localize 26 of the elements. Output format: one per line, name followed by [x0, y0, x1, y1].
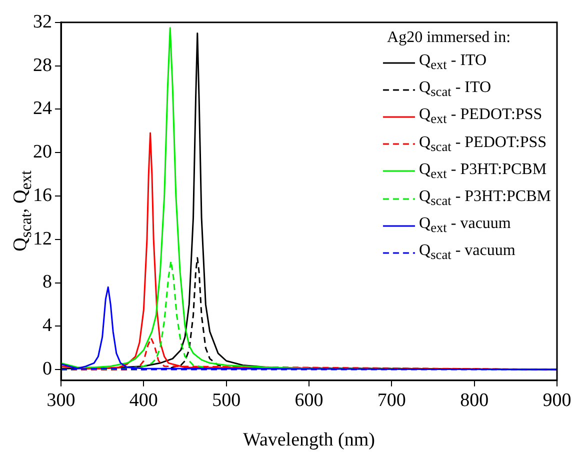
- y-tick-label: 28: [33, 54, 52, 76]
- y-tick-label: 32: [33, 11, 52, 32]
- y-tick-label: 4: [42, 315, 52, 336]
- y-tick-label: 24: [33, 98, 52, 120]
- legend-label: Q$_{scat}$ - PEDOT:PSS: [419, 132, 547, 156]
- x-axis-title: Wavelength (nm): [243, 430, 375, 451]
- x-tick-label: 300: [46, 390, 76, 411]
- legend-label: Q$_{scat}$ - vacuum: [419, 241, 516, 264]
- x-tick-label: 500: [212, 390, 241, 411]
- x-tick-label: 700: [377, 390, 406, 411]
- x-tick-label: 600: [294, 390, 324, 411]
- x-tick-label: 900: [542, 390, 572, 411]
- legend-label: Q$_{ext}$ - P3HT:PCBM: [419, 160, 547, 183]
- y-tick-label: 16: [33, 184, 52, 206]
- y-tick-label: 20: [33, 142, 52, 163]
- legend-label: Q$_{ext}$ - ITO: [419, 51, 487, 74]
- y-tick-label: 12: [33, 228, 52, 250]
- legend-title: Ag20 immersed in:: [386, 28, 512, 48]
- legend-label: Q$_{ext}$ - vacuum: [419, 214, 511, 238]
- x-tick-label: 800: [460, 390, 489, 411]
- y-tick-label: 8: [42, 272, 52, 293]
- y-tick-label: 0: [42, 358, 52, 380]
- legend-label: Q$_{scat}$ - P3HT:PCBM: [419, 186, 551, 210]
- x-tick-label: 400: [129, 390, 158, 411]
- legend-label: Q$_{ext}$ - PEDOT:PSS: [419, 105, 542, 129]
- legend-label: Q$_{scat}$ - ITO: [419, 78, 492, 102]
